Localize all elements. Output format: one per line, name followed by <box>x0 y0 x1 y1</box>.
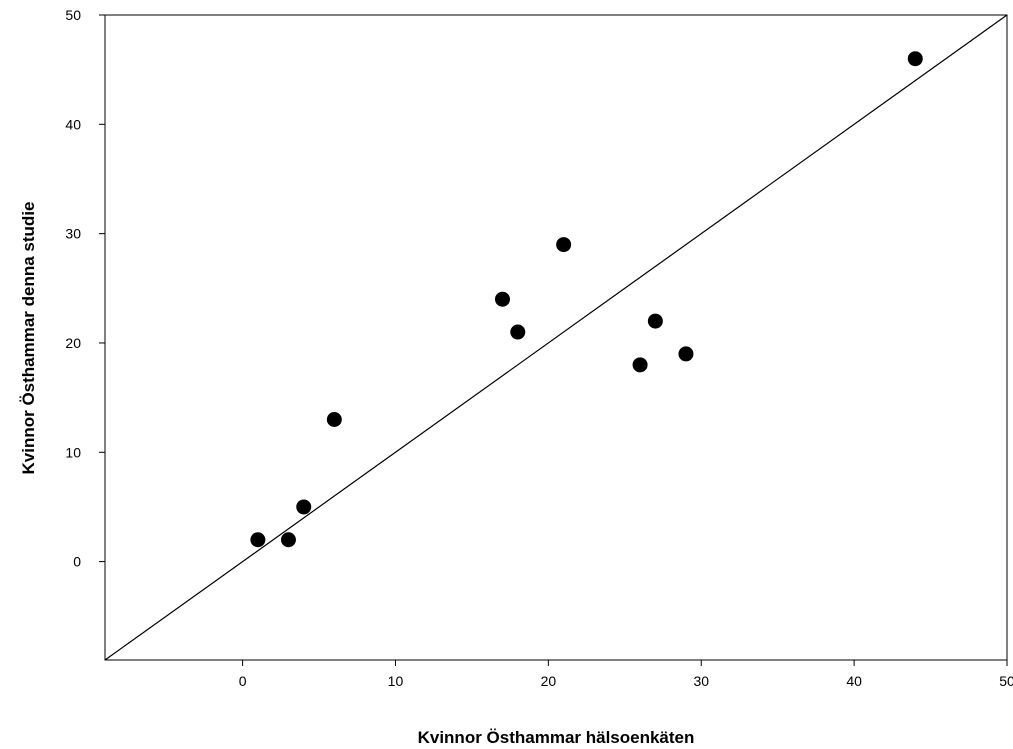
data-point <box>494 291 510 307</box>
y-axis-title: Kvinnor Östhammar denna studie <box>19 202 38 475</box>
y-tick-label: 20 <box>65 335 81 351</box>
data-point <box>678 346 694 362</box>
data-point <box>296 499 312 515</box>
data-point <box>647 313 663 329</box>
x-tick-label: 30 <box>693 673 709 689</box>
plot-frame <box>104 14 1008 661</box>
x-axis-title: Kvinnor Östhammar hälsoenkäten <box>418 728 695 747</box>
data-point <box>632 357 648 373</box>
y-tick-label: 40 <box>65 116 81 132</box>
data-point <box>907 51 923 67</box>
y-tick-label: 50 <box>65 7 81 23</box>
x-axis-ticks: 0 10 20 30 40 50 <box>239 660 1013 689</box>
y-axis-ticks: 0 10 20 30 40 50 <box>65 7 105 570</box>
y-tick-label: 10 <box>65 444 81 460</box>
y-tick-label: 30 <box>65 226 81 242</box>
data-point <box>510 324 526 340</box>
data-point <box>556 237 572 253</box>
x-tick-label: 10 <box>388 673 404 689</box>
x-tick-label: 20 <box>541 673 557 689</box>
x-tick-label: 40 <box>846 673 862 689</box>
data-point <box>326 411 342 427</box>
reference-line-layer <box>104 14 1008 661</box>
x-tick-label: 0 <box>239 673 247 689</box>
y-tick-label: 0 <box>73 554 81 570</box>
x-tick-label: 50 <box>999 673 1013 689</box>
data-point <box>280 532 296 548</box>
data-points <box>250 51 923 548</box>
data-point <box>250 532 266 548</box>
reference-line <box>104 14 1008 661</box>
